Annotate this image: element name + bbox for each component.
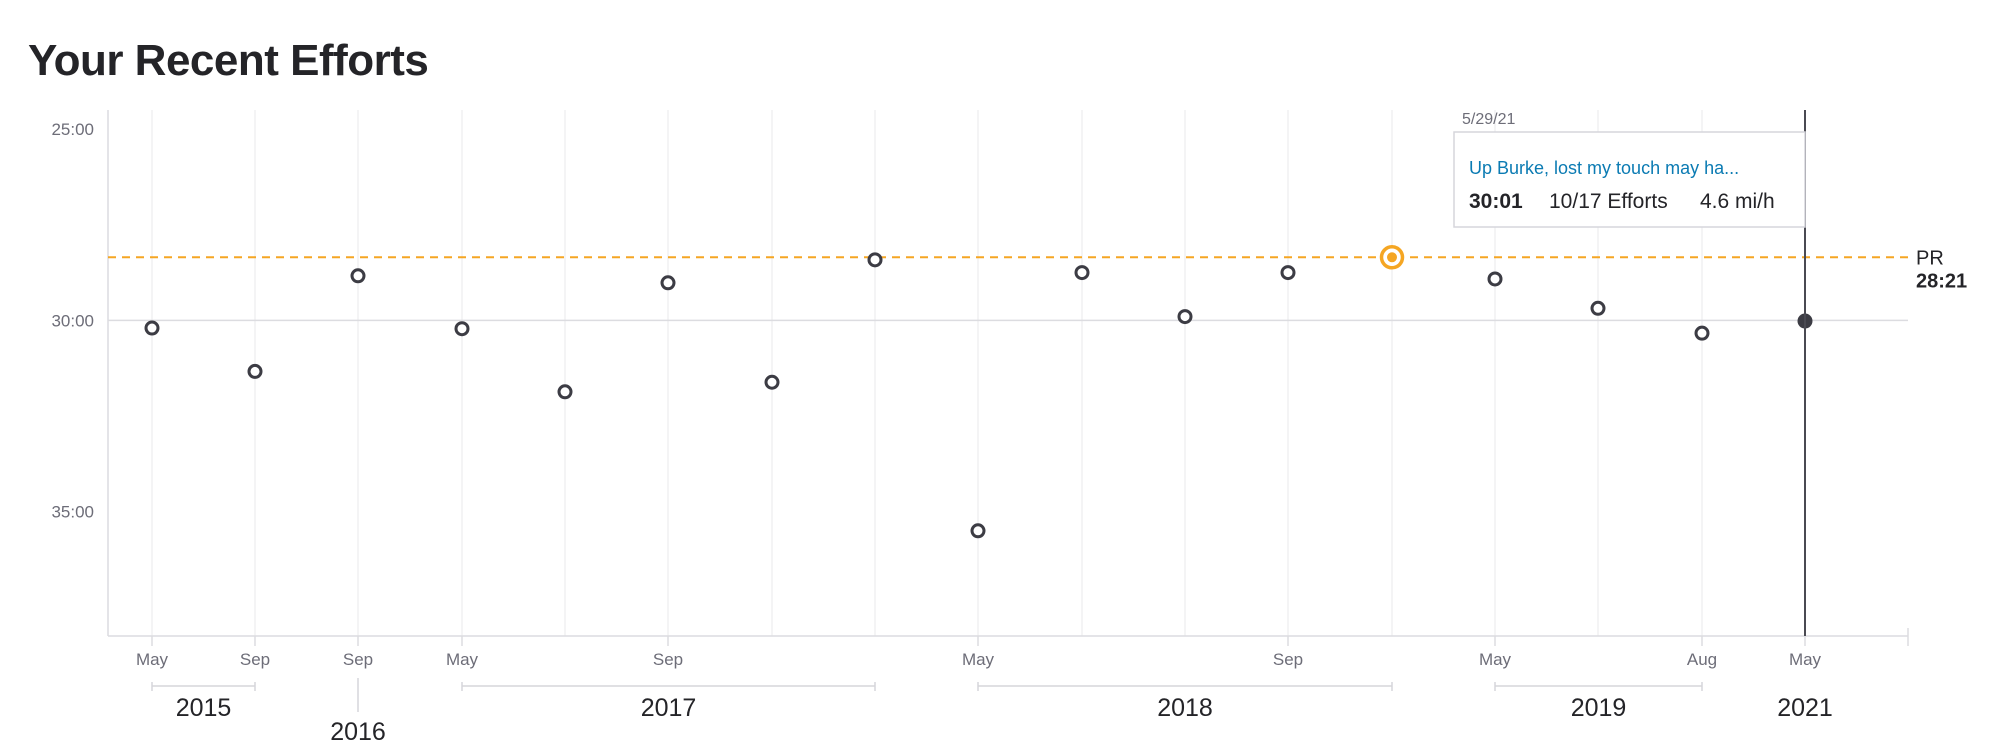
effort-point[interactable] (764, 374, 780, 390)
x-month-label: May (1479, 650, 1512, 669)
x-month-label: Sep (240, 650, 270, 669)
x-month-label: May (962, 650, 995, 669)
tooltip-box (1453, 131, 1806, 228)
y-tick-label: 30:00 (51, 311, 94, 330)
x-year-label: 2021 (1777, 694, 1833, 722)
axes: 25:00 30:00 35:00 May Sep Sep May Sep May Sep May A… (51, 110, 1909, 746)
effort-point[interactable] (1487, 271, 1503, 287)
pr-label: PR (1916, 247, 1944, 269)
x-year-label: 2017 (641, 694, 697, 722)
effort-point[interactable] (1694, 325, 1710, 341)
effort-point[interactable] (970, 523, 986, 539)
x-month-label: Sep (1273, 650, 1303, 669)
effort-point[interactable] (1590, 300, 1606, 316)
effort-tooltip: 5/29/21 Up Burke, lost my touch may ha...… (1453, 110, 1806, 636)
x-month-label: Aug (1687, 650, 1717, 669)
effort-point[interactable] (867, 252, 883, 268)
y-tick-label: 35:00 (51, 503, 94, 522)
x-year-label: 2019 (1571, 694, 1627, 722)
effort-point[interactable] (454, 321, 470, 337)
effort-point[interactable] (557, 384, 573, 400)
effort-point[interactable] (144, 320, 160, 336)
page-title: Your Recent Efforts (28, 36, 429, 85)
effort-point[interactable] (660, 275, 676, 291)
effort-point[interactable] (1074, 265, 1090, 281)
gridlines (108, 110, 1908, 636)
effort-point[interactable] (1177, 309, 1193, 325)
effort-point[interactable] (350, 268, 366, 284)
tooltip-efforts: 10/17 Efforts (1549, 190, 1668, 213)
x-month-label: Sep (343, 650, 373, 669)
x-month-label: Sep (653, 650, 683, 669)
pr-value: 28:21 (1916, 270, 1967, 292)
x-year-label: 2016 (330, 718, 386, 746)
tooltip-time: 30:01 (1469, 190, 1523, 213)
effort-point[interactable] (1280, 265, 1296, 281)
x-year-label: 2018 (1157, 694, 1213, 722)
effort-point[interactable] (247, 363, 263, 379)
tooltip-activity-link[interactable]: Up Burke, lost my touch may ha... (1469, 158, 1739, 178)
effort-points[interactable] (144, 245, 1813, 539)
tooltip-date: 5/29/21 (1462, 111, 1515, 128)
pr-point[interactable] (1387, 252, 1397, 263)
y-tick-label: 25:00 (51, 120, 94, 139)
x-month-label: May (136, 650, 169, 669)
x-year-label: 2015 (176, 694, 232, 722)
tooltip-speed: 4.6 mi/h (1700, 190, 1775, 213)
x-month-label: May (446, 650, 479, 669)
x-month-label: May (1789, 650, 1822, 669)
